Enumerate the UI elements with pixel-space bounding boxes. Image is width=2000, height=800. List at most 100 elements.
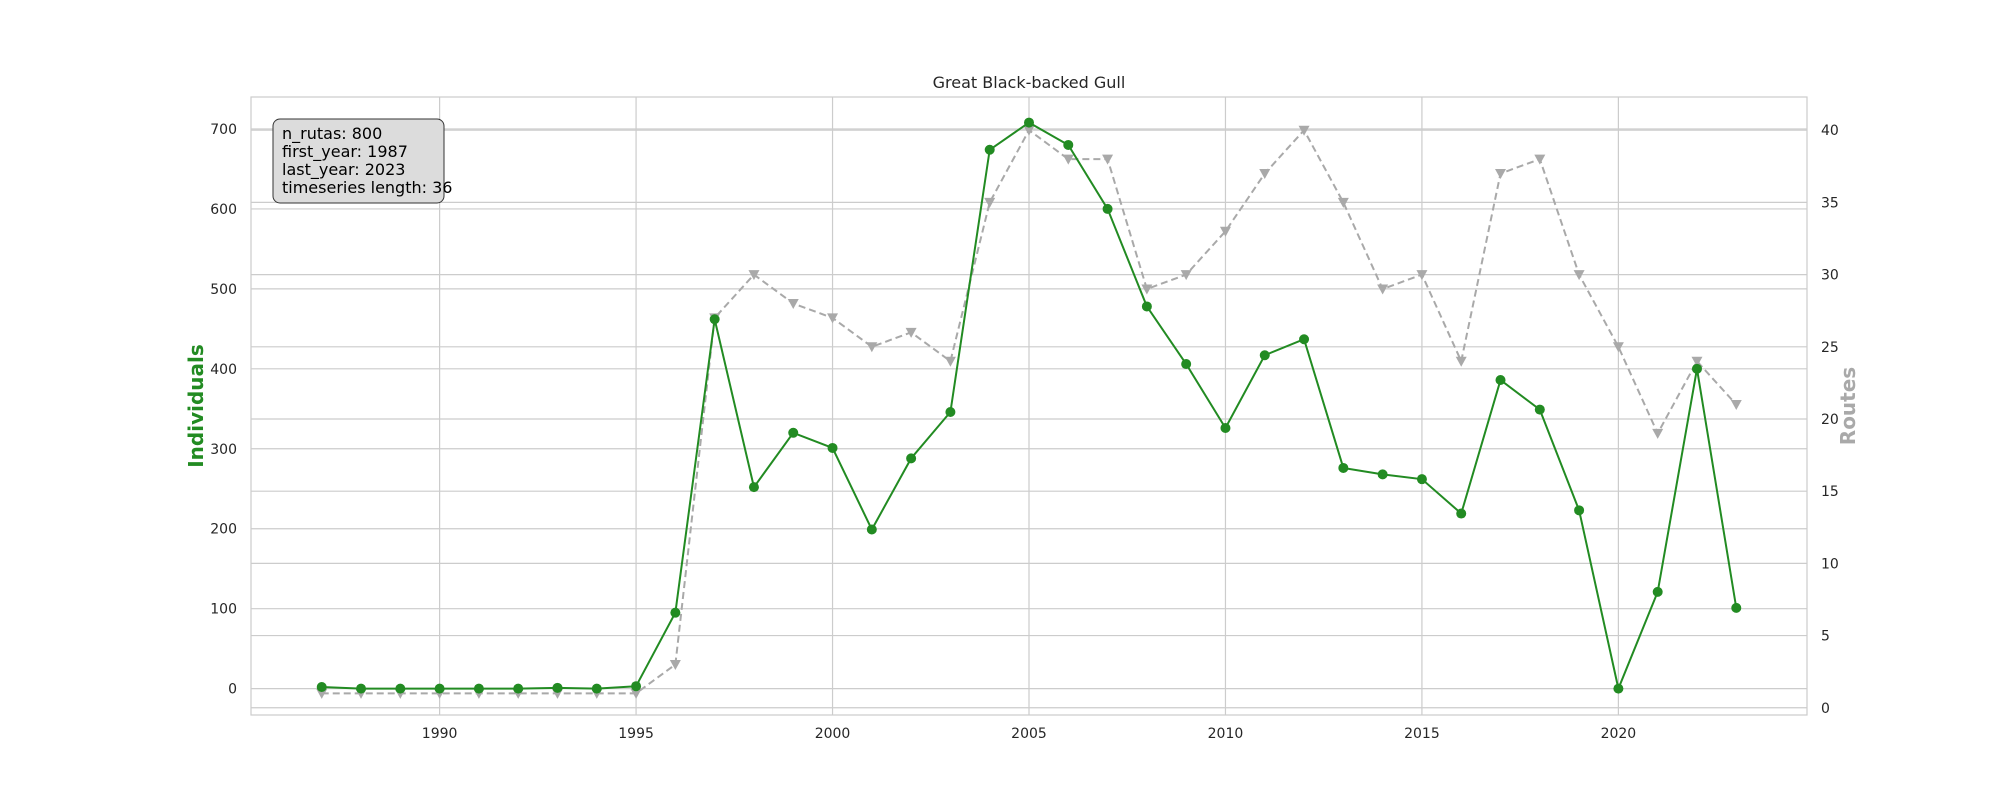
- point-individuals: [1534, 404, 1545, 415]
- point-individuals: [552, 682, 563, 693]
- plot-frame: [250, 96, 1808, 716]
- point-individuals: [1220, 422, 1231, 433]
- point-individuals: [1299, 334, 1310, 345]
- point-individuals: [1731, 602, 1742, 613]
- y2-tick-label: 0: [1821, 701, 1830, 717]
- point-routes: [1612, 342, 1624, 353]
- point-routes: [1455, 356, 1467, 367]
- y-tick-label: 700: [210, 122, 237, 138]
- x-axis-ticks: 1990 1995 2000 2005 2010 2015 2020: [422, 726, 1636, 742]
- y2-tick-label: 15: [1821, 484, 1839, 500]
- point-routes: [1180, 270, 1192, 281]
- x-tick-label: 2005: [1011, 726, 1047, 742]
- x-tick-label: 2000: [815, 726, 851, 742]
- y-axis-left-ticks: 0 100 200 300 400 500 600 700: [210, 122, 237, 698]
- point-routes: [827, 313, 839, 324]
- y-axis-left-label: Individuals: [184, 344, 208, 468]
- y2-tick-label: 30: [1821, 268, 1839, 284]
- y-tick-label: 600: [210, 202, 237, 218]
- y2-tick-label: 25: [1821, 340, 1839, 356]
- point-individuals: [748, 482, 759, 493]
- point-routes: [316, 688, 328, 699]
- point-individuals: [1063, 139, 1074, 150]
- point-individuals: [1574, 505, 1585, 516]
- y2-tick-label: 20: [1821, 412, 1839, 428]
- point-routes: [669, 659, 681, 670]
- y-axis-right-ticks: 0 5 10 15 20 25 30 35 40: [1821, 123, 1839, 717]
- point-routes: [1023, 125, 1035, 136]
- y-axis-right-label: Routes: [1836, 367, 1860, 445]
- point-individuals: [395, 683, 406, 694]
- y-tick-label: 500: [210, 282, 237, 298]
- point-individuals: [1495, 375, 1506, 386]
- point-routes: [1337, 197, 1349, 208]
- point-routes: [905, 327, 917, 338]
- point-individuals: [1024, 117, 1034, 128]
- y-tick-label: 100: [210, 602, 237, 618]
- point-routes: [630, 688, 642, 699]
- y-tick-label: 200: [210, 522, 237, 538]
- point-routes: [984, 197, 996, 208]
- y-tick-label: 400: [210, 362, 237, 378]
- y-tick-label: 0: [228, 682, 237, 698]
- series-layer: [316, 117, 1742, 699]
- point-routes: [748, 270, 760, 281]
- point-individuals: [1377, 469, 1388, 480]
- point-individuals: [1691, 363, 1702, 374]
- point-individuals: [434, 683, 445, 694]
- info-line-first-year: first_year: 1987: [282, 142, 408, 162]
- point-routes: [1298, 125, 1310, 136]
- point-individuals: [906, 453, 917, 464]
- point-routes: [1652, 428, 1664, 439]
- y2-tick-label: 5: [1821, 629, 1830, 645]
- point-individuals: [513, 683, 524, 694]
- point-individuals: [866, 524, 877, 535]
- info-box-background: [272, 118, 445, 204]
- point-routes: [1259, 169, 1271, 180]
- point-routes: [1534, 154, 1546, 165]
- point-routes: [944, 356, 956, 367]
- info-line-timeseries-length: timeseries length: 36: [282, 178, 452, 197]
- point-individuals: [670, 607, 681, 618]
- point-routes: [1416, 270, 1428, 281]
- point-individuals: [788, 427, 799, 438]
- point-individuals: [1259, 350, 1270, 361]
- info-box: n_rutas: 800 first_year: 1987 last_year:…: [272, 118, 452, 204]
- point-individuals: [827, 442, 838, 453]
- point-individuals: [631, 681, 642, 692]
- point-individuals: [356, 683, 367, 694]
- chart-title: Great Black-backed Gull: [933, 73, 1126, 92]
- point-routes: [1730, 400, 1742, 411]
- y-tick-label: 300: [210, 442, 237, 458]
- point-routes: [1062, 154, 1074, 165]
- point-individuals: [316, 682, 327, 693]
- point-routes: [1573, 270, 1585, 281]
- point-individuals: [1102, 203, 1113, 214]
- point-routes: [1102, 154, 1114, 165]
- point-individuals: [1652, 586, 1663, 597]
- point-individuals: [1613, 683, 1624, 694]
- y2-tick-label: 40: [1821, 123, 1839, 139]
- point-individuals: [473, 683, 484, 694]
- point-routes: [1691, 356, 1703, 367]
- info-line-last-year: last_year: 2023: [282, 160, 405, 180]
- x-tick-label: 2020: [1601, 726, 1637, 742]
- point-routes: [1141, 284, 1153, 295]
- point-routes: [1377, 284, 1389, 295]
- point-individuals: [1141, 301, 1152, 312]
- point-routes: [787, 298, 799, 309]
- x-tick-label: 2015: [1404, 726, 1440, 742]
- point-individuals: [1181, 359, 1192, 370]
- x-tick-label: 1995: [618, 726, 654, 742]
- y2-tick-label: 35: [1821, 195, 1839, 211]
- x-tick-label: 2010: [1208, 726, 1244, 742]
- point-individuals: [1456, 508, 1467, 519]
- point-individuals: [984, 144, 995, 155]
- info-line-n-rutas: n_rutas: 800: [282, 124, 382, 144]
- point-routes: [1495, 169, 1507, 180]
- point-individuals: [1338, 462, 1349, 473]
- x-tick-label: 1990: [422, 726, 458, 742]
- point-routes: [866, 342, 878, 353]
- point-individuals: [591, 683, 602, 694]
